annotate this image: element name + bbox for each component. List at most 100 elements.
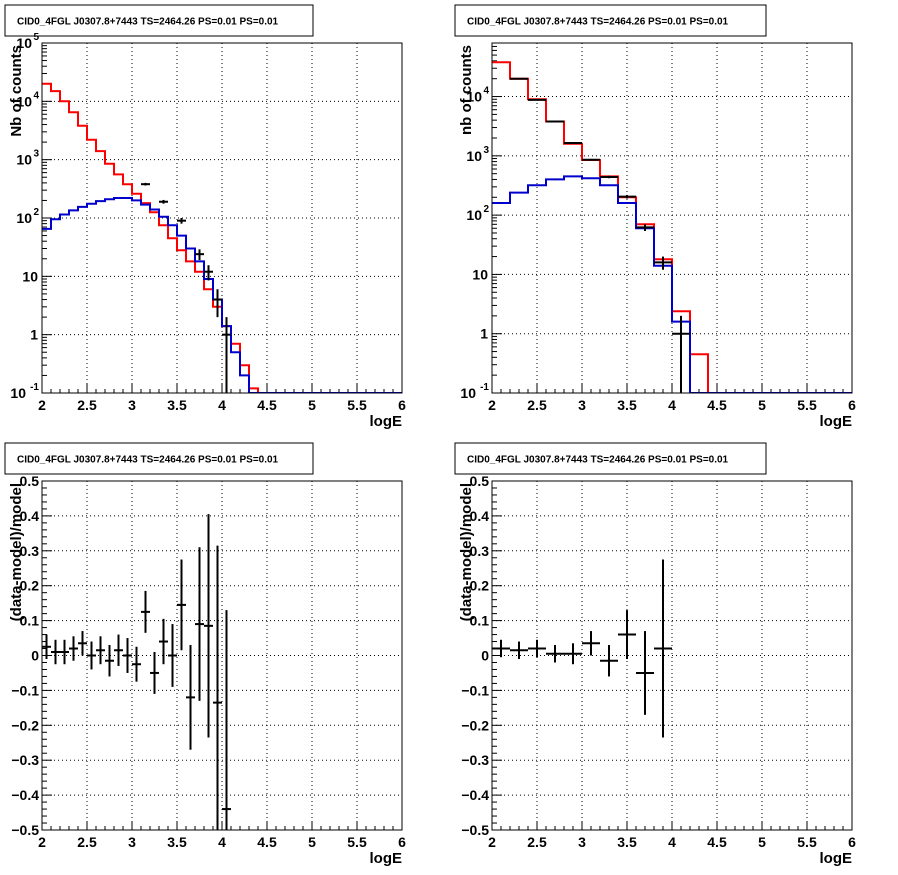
x-tick-label: 6 (848, 834, 856, 850)
x-tick-label: 5.5 (347, 397, 367, 413)
y-tick-mantissa: 10 (466, 89, 482, 105)
y-tick-label: −0.3 (461, 752, 489, 768)
x-tick-label: 5 (308, 397, 316, 413)
total_model-step-line (42, 82, 402, 393)
y-tick-exponent: -1 (480, 382, 489, 393)
data-point (96, 636, 105, 665)
y-tick-label: −0.4 (11, 787, 39, 803)
y-tick-exponent: 2 (33, 207, 39, 218)
y-tick-exponent: -1 (30, 382, 39, 393)
y-tick-mantissa: 10 (10, 385, 26, 401)
y-tick-label: 0 (31, 648, 39, 664)
data-point (177, 559, 186, 651)
data-point (114, 634, 123, 666)
y-tick-mantissa: 10 (16, 35, 32, 51)
y-tick-exponent: 4 (33, 90, 39, 101)
x-tick-label: 6 (848, 397, 856, 413)
y-axis-label: Nb of counts (8, 45, 25, 137)
x-tick-label: 2 (488, 397, 496, 413)
data-point (672, 315, 690, 393)
x-tick-label: 3.5 (167, 834, 187, 850)
y-tick-mantissa: 1 (480, 326, 488, 342)
data-point (600, 175, 618, 179)
data-point (528, 639, 546, 658)
y-tick-mantissa: 10 (16, 210, 32, 226)
data-point (582, 158, 600, 161)
y-tick-mantissa: 10 (466, 148, 482, 164)
y-axis-label: (data-model)/model (8, 483, 25, 621)
data-point (654, 256, 672, 270)
y-tick-mantissa: 10 (22, 268, 38, 284)
data-point (618, 194, 636, 199)
x-tick-label: 5.5 (347, 834, 367, 850)
x-tick-label: 4 (668, 834, 676, 850)
x-tick-label: 3 (578, 834, 586, 850)
y-axis-label: nb of counts (458, 45, 475, 135)
data-point (492, 639, 510, 658)
data-point (564, 141, 582, 144)
plot-frame-border (41, 42, 403, 394)
data-point (87, 641, 96, 670)
y-tick-label: 1 (30, 327, 38, 343)
y-tick-label: 0.2 (20, 578, 40, 594)
data-points (141, 182, 231, 393)
y-tick-exponent: 5 (33, 32, 39, 43)
x-tick-label: 3 (578, 397, 586, 413)
data-point (528, 98, 546, 101)
y-tick-label: 0.1 (20, 613, 40, 629)
x-tick-label: 3.5 (617, 397, 637, 413)
y-tick-label: 10 4 (16, 90, 39, 109)
chart-title: CID0_4FGL J0307.8+7443 TS=2464.26 PS=0.0… (467, 17, 729, 28)
data-point (141, 590, 150, 633)
x-tick-label: 4 (218, 834, 226, 850)
title-box (4, 4, 314, 37)
source_model-step-line (42, 197, 402, 393)
data-point (105, 645, 114, 677)
x-tick-label: 2.5 (527, 397, 547, 413)
y-tick-label: 10 4 (466, 86, 489, 105)
plot-frame-border (491, 42, 853, 394)
x-tick-label: 5 (308, 834, 316, 850)
data-point (168, 624, 177, 687)
data-point (159, 618, 168, 665)
data-point (546, 120, 564, 123)
y-tick-label: 0.5 (470, 473, 490, 489)
x-tick-label: 4.5 (257, 397, 277, 413)
y-tick-mantissa: 10 (16, 152, 32, 168)
x-tick-label: 3 (128, 834, 136, 850)
y-tick-label: −0.4 (461, 787, 489, 803)
y-tick-label: 10 (472, 266, 488, 282)
x-tick-label: 4.5 (707, 397, 727, 413)
x-tick-label: 5 (758, 834, 766, 850)
data-point (195, 547, 204, 701)
data-point (213, 545, 222, 830)
x-tick-label: 3.5 (617, 834, 637, 850)
data-point (204, 265, 213, 281)
y-tick-label: 10 3 (466, 145, 489, 164)
x-tick-label: 4.5 (257, 834, 277, 850)
y-tick-label: 10 5 (16, 32, 39, 51)
y-tick-mantissa: 10 (466, 207, 482, 223)
chart-bottom-right: CID0_4FGL J0307.8+7443 TS=2464.26 PS=0.0… (454, 442, 856, 867)
x-tick-label: 3.5 (167, 397, 187, 413)
data-point (222, 317, 231, 393)
data-point (582, 631, 600, 656)
y-tick-mantissa: 10 (460, 385, 476, 401)
x-tick-label: 2 (38, 834, 46, 850)
y-tick-exponent: 3 (33, 149, 39, 160)
data-point (636, 631, 654, 715)
x-tick-label: 4 (218, 397, 226, 413)
y-tick-label: 10 3 (16, 149, 39, 168)
y-tick-label: 0.3 (20, 543, 40, 559)
y-tick-label: 0.4 (470, 508, 490, 524)
y-tick-label: 10 2 (16, 207, 39, 226)
y-tick-label: 0.5 (20, 473, 40, 489)
x-axis-label: logE (370, 850, 403, 867)
source_model-histogram (492, 175, 852, 393)
x-tick-label: 6 (398, 834, 406, 850)
data-point (123, 638, 132, 673)
data-point (564, 643, 582, 665)
chart-title: CID0_4FGL J0307.8+7443 TS=2464.26 PS=0.0… (17, 17, 279, 28)
chart-bottom-left: CID0_4FGL J0307.8+7443 TS=2464.26 PS=0.0… (4, 442, 406, 867)
